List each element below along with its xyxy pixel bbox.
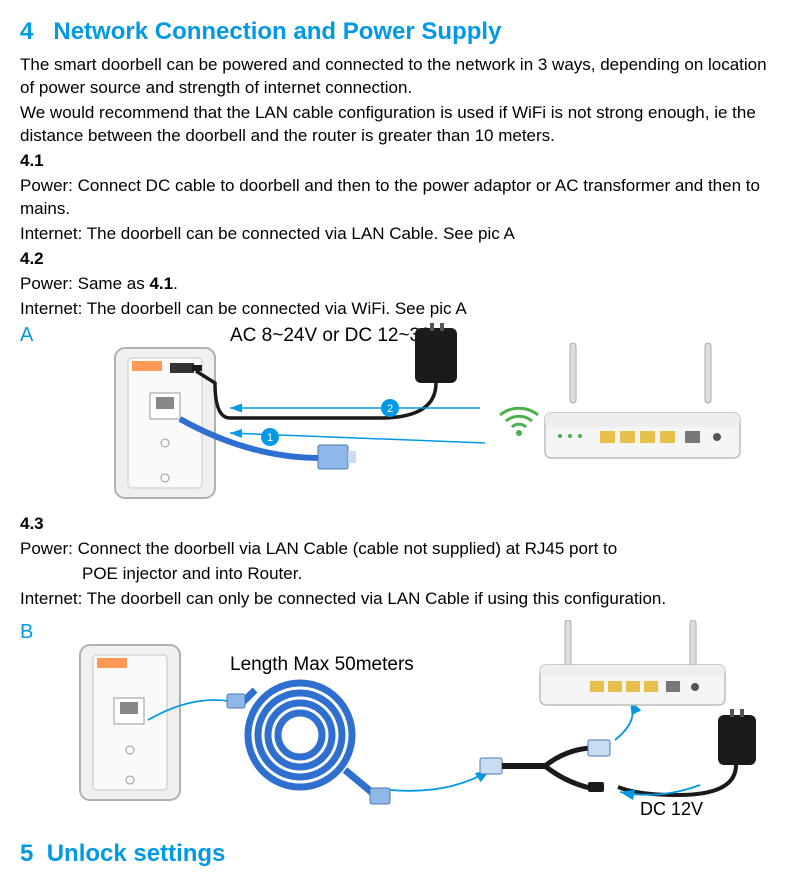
arrow-1: 1 (230, 428, 485, 446)
diagram-a: A AC 8~24V or DC 12~36V 2 (20, 323, 780, 503)
subsection-4-2-label: 4.2 (20, 248, 780, 271)
intro-paragraph-2: We would recommend that the LAN cable co… (20, 102, 780, 148)
subsection-4-3-label: 4.3 (20, 513, 780, 536)
power-adapter-b-icon (618, 709, 756, 795)
dc-label: DC 12V (640, 799, 703, 819)
arrow-cable-to-poe (390, 770, 490, 791)
diagram-a-letter: A (20, 324, 34, 346)
s42-internet: Internet: The doorbell can be connected … (20, 298, 780, 321)
section-5-number: 5 (20, 840, 33, 867)
svg-text:2: 2 (387, 403, 393, 415)
router-b-icon (540, 620, 725, 705)
diagram-b-letter: B (20, 621, 33, 643)
section-5-title: Unlock settings (47, 840, 226, 867)
s43-power-line1: Power: Connect the doorbell via LAN Cabl… (20, 538, 780, 561)
lan-cable-coil-icon (227, 683, 390, 804)
voltage-label: AC 8~24V or DC 12~36V (230, 325, 444, 346)
intro-paragraph-1: The smart doorbell can be powered and co… (20, 54, 780, 100)
diagram-b: B Length Max 50meters (20, 620, 780, 820)
section-4-heading: 4 Network Connection and Power Supply (20, 16, 780, 48)
poe-injector-icon (480, 740, 610, 792)
s42-power-bold: 4.1 (149, 274, 173, 293)
s42-power-suffix: . (173, 274, 178, 293)
s43-internet: Internet: The doorbell can only be conne… (20, 588, 780, 611)
section-4-number: 4 (20, 18, 33, 45)
s42-power-prefix: Power: Same as (20, 274, 149, 293)
s41-internet: Internet: The doorbell can be connected … (20, 223, 780, 246)
arrow-poe-to-router (615, 700, 633, 740)
router-icon (545, 343, 740, 458)
subsection-4-1-label: 4.1 (20, 150, 780, 173)
section-4-title: Network Connection and Power Supply (53, 18, 501, 45)
s42-power: Power: Same as 4.1. (20, 273, 780, 296)
wifi-icon (500, 408, 538, 436)
doorbell-device-b-icon (80, 645, 180, 800)
s43-power-line2: POE injector and into Router. (20, 563, 780, 586)
s41-power: Power: Connect DC cable to doorbell and … (20, 175, 780, 221)
section-5-heading: 5 Unlock settings (20, 838, 780, 870)
svg-text:1: 1 (267, 432, 273, 444)
arrow-2: 2 (230, 399, 480, 417)
length-label: Length Max 50meters (230, 654, 414, 675)
